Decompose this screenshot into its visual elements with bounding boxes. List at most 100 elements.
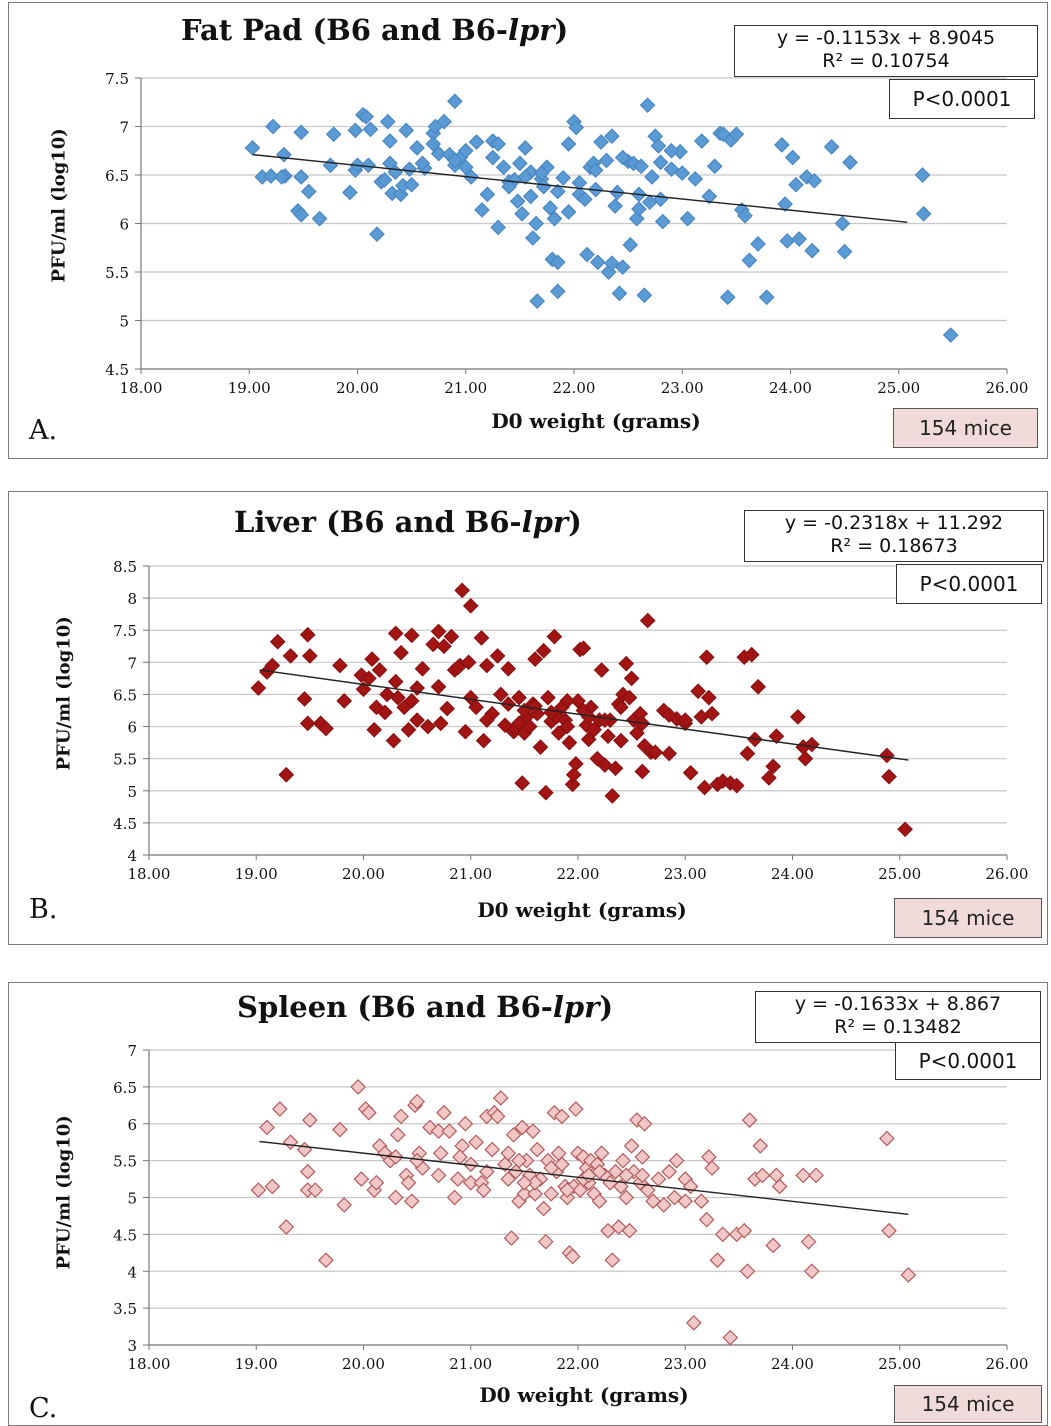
data-point xyxy=(478,712,495,728)
r-squared: R² = 0.13482 xyxy=(834,1016,962,1038)
data-point xyxy=(484,1141,501,1158)
data-point xyxy=(377,704,393,721)
data-point xyxy=(593,662,610,678)
data-point xyxy=(355,681,372,698)
data-point xyxy=(842,154,858,171)
data-point xyxy=(447,152,463,169)
y-axis-label: PFU/ml (log10) xyxy=(48,128,70,283)
data-point xyxy=(527,698,543,714)
data-point xyxy=(779,233,796,249)
x-tick-label: 20.00 xyxy=(342,1355,385,1373)
data-point xyxy=(914,167,931,183)
data-point xyxy=(579,246,595,263)
data-point xyxy=(393,644,409,661)
y-tick-label: 7.5 xyxy=(113,622,137,640)
x-tick-label: 22.00 xyxy=(557,1355,600,1373)
data-point xyxy=(311,210,328,227)
data-point xyxy=(897,821,913,838)
data-point xyxy=(647,744,664,761)
data-point xyxy=(559,693,576,709)
trendline-equation: y = -0.1633x + 8.867 xyxy=(794,993,1002,1015)
data-point xyxy=(634,763,651,780)
data-point xyxy=(358,108,375,125)
data-point xyxy=(698,649,715,666)
y-tick-label: 5 xyxy=(119,313,129,331)
y-tick-label: 7 xyxy=(127,1042,137,1060)
data-point xyxy=(591,1193,608,1210)
data-point xyxy=(430,145,447,162)
data-point xyxy=(307,1182,324,1198)
data-point xyxy=(533,165,550,181)
data-point xyxy=(300,183,317,200)
data-point xyxy=(535,642,552,659)
data-point xyxy=(803,736,820,753)
data-point xyxy=(758,289,775,306)
data-point xyxy=(389,1126,406,1143)
r-squared: R² = 0.10754 xyxy=(822,50,950,72)
data-point xyxy=(532,739,549,755)
panel-liver: 4 4.5 5 5.5 6 6.5 7 7.5 8 8.5 18.00 19.00 20.00 21.00… xyxy=(8,491,1048,945)
data-point xyxy=(250,1182,267,1198)
data-point xyxy=(661,707,678,723)
data-point xyxy=(278,1219,295,1235)
y-tick-label: 7 xyxy=(119,119,129,137)
data-point xyxy=(613,732,629,749)
trendline-equation-box: y = -0.1633x + 8.867 R² = 0.13482 xyxy=(755,991,1041,1043)
data-point xyxy=(366,721,383,738)
data-point xyxy=(709,1252,726,1269)
data-point xyxy=(685,1315,702,1331)
data-point xyxy=(514,205,530,222)
data-point xyxy=(387,625,404,642)
data-point xyxy=(382,133,398,149)
data-point xyxy=(690,683,706,700)
data-point xyxy=(576,191,593,208)
data-point xyxy=(607,760,624,777)
trendline-equation-box: y = -0.2318x + 11.292 R² = 0.18673 xyxy=(744,510,1044,562)
data-point xyxy=(293,169,310,185)
data-point xyxy=(529,1141,546,1158)
data-point xyxy=(511,689,527,706)
y-tick-label: 5.5 xyxy=(113,751,137,769)
data-point xyxy=(784,149,801,166)
data-point xyxy=(414,660,431,677)
data-point xyxy=(517,169,534,185)
data-point xyxy=(350,1079,366,1095)
x-tick-label: 23.00 xyxy=(661,379,704,397)
data-point xyxy=(677,1193,694,1210)
data-point xyxy=(549,183,566,200)
data-point xyxy=(409,1093,425,1110)
data-point xyxy=(791,231,808,247)
data-point xyxy=(652,154,669,171)
data-point xyxy=(559,718,576,735)
data-point xyxy=(403,176,420,193)
data-point xyxy=(580,731,597,748)
data-point xyxy=(737,207,753,224)
data-point xyxy=(511,1152,527,1169)
data-point xyxy=(432,1145,449,1162)
data-point xyxy=(430,1123,447,1139)
data-point xyxy=(369,226,385,243)
data-point xyxy=(537,784,554,801)
data-point xyxy=(336,693,353,709)
data-point xyxy=(492,686,509,703)
y-tick-label: 7 xyxy=(127,654,137,672)
y-tick-label: 4 xyxy=(127,847,137,865)
data-point xyxy=(282,1134,299,1151)
y-tick-label: 6 xyxy=(127,719,137,737)
sample-size-badge: 154 mice xyxy=(894,1385,1042,1423)
x-tick-label: 25.00 xyxy=(878,865,921,883)
data-point xyxy=(264,657,281,674)
data-point xyxy=(325,126,342,143)
data-point xyxy=(387,673,404,690)
y-axis-label: PFU/ml (log10) xyxy=(53,1115,75,1270)
x-tick-label: 23.00 xyxy=(664,865,707,883)
data-point xyxy=(537,1233,554,1250)
y-tick-label: 6 xyxy=(119,216,129,234)
data-point xyxy=(273,169,290,185)
data-point xyxy=(276,146,292,163)
data-point xyxy=(622,236,639,253)
x-tick-label: 22.00 xyxy=(557,865,600,883)
data-point xyxy=(615,1152,631,1169)
data-point xyxy=(436,638,452,655)
data-point xyxy=(332,657,348,674)
